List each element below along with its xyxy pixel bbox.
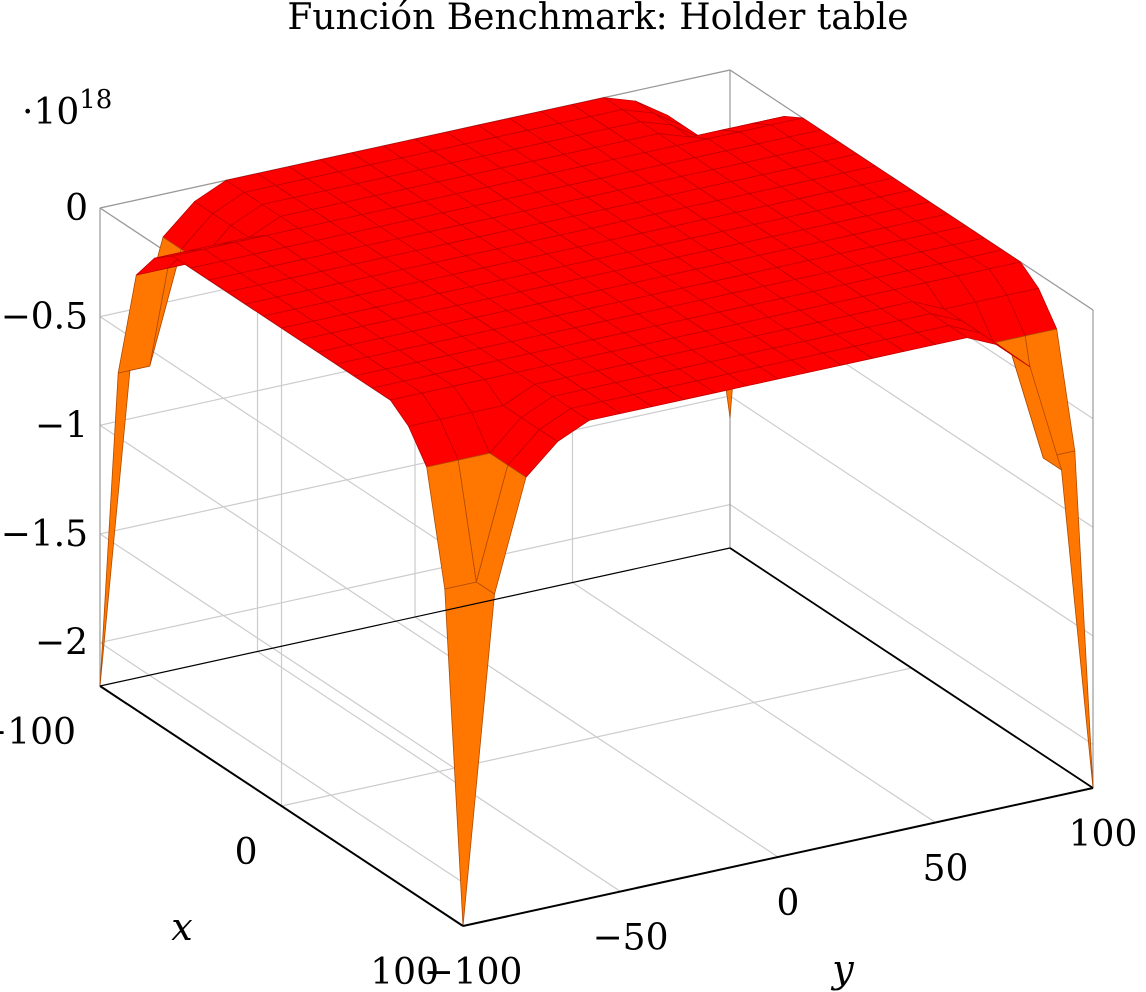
y-axis-label: y bbox=[830, 947, 854, 991]
axis-box-front bbox=[99, 547, 1094, 927]
x-axis-label: x bbox=[171, 905, 192, 949]
x-tick-label-2: 100 bbox=[370, 952, 439, 992]
chart-title: Función Benchmark: Holder table bbox=[287, 0, 908, 38]
x-tick-label-0: −100 bbox=[0, 712, 76, 753]
grid-line-z-right-3 bbox=[729, 395, 1094, 637]
surface-patch-19-0 bbox=[444, 581, 495, 927]
box-edge-front-x bbox=[99, 685, 464, 927]
box-edge-floor-back bbox=[729, 547, 1094, 789]
box-edge-floor-left bbox=[99, 547, 731, 687]
z-tick-label-2: −1 bbox=[35, 405, 88, 446]
surface bbox=[99, 97, 1094, 927]
grid-line-y-floor-0 bbox=[257, 650, 621, 893]
y-tick-label-2: 0 bbox=[777, 883, 800, 924]
surface-patch-0-0 bbox=[99, 353, 151, 687]
z-scale-label: ·1018 bbox=[22, 85, 112, 133]
y-tick-label-3: 50 bbox=[923, 849, 969, 890]
grid-line-y-floor-2 bbox=[572, 581, 936, 824]
y-tick-label-4: 100 bbox=[1069, 814, 1138, 855]
z-tick-label-4: −2 bbox=[35, 623, 88, 664]
y-tick-label-0: −100 bbox=[424, 952, 523, 992]
grid-line-z-right-4 bbox=[729, 504, 1094, 746]
z-tick-label-0: 0 bbox=[65, 188, 88, 229]
z-tick-label-1: −0.5 bbox=[1, 297, 88, 338]
x-tick-label-1: 0 bbox=[235, 832, 258, 873]
box-edge-front-y bbox=[462, 787, 1094, 927]
y-tick-label-1: −50 bbox=[593, 918, 669, 959]
z-tick-label-3: −1.5 bbox=[1, 514, 88, 555]
